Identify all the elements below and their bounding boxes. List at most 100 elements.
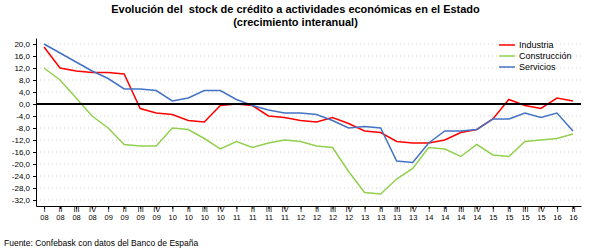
tick-label: III09	[137, 205, 145, 222]
tick: I12	[297, 205, 305, 222]
chart: Evolución del stock de crédito a activid…	[0, 0, 591, 250]
tick-label: -8,0	[16, 124, 30, 133]
tick-label: I09	[104, 205, 112, 222]
tick-label: IV09	[153, 205, 161, 222]
tick: I15	[489, 205, 497, 222]
tick: -24,0	[12, 172, 36, 181]
tick: 4,0	[19, 88, 36, 97]
tick-label: IV12	[345, 205, 353, 222]
tick-label: II16	[569, 205, 577, 222]
tick: 8,0	[19, 76, 36, 85]
legend-entry: Servicios	[499, 62, 556, 72]
tick: IV08	[88, 205, 96, 222]
tick: 12,0	[14, 64, 36, 73]
tick: -12,0	[12, 136, 36, 145]
tick-label: -20,0	[12, 160, 31, 169]
tick: II14	[441, 205, 449, 222]
tick: IV14	[473, 205, 481, 222]
tick: -16,0	[12, 148, 36, 157]
legend-label: Construcción	[519, 51, 572, 61]
tick: -32,0	[12, 196, 36, 205]
tick: III11	[265, 205, 273, 222]
grid-line	[36, 128, 581, 129]
grid-line	[36, 188, 581, 189]
tick-label: II09	[120, 205, 128, 222]
tick-label: -16,0	[12, 148, 31, 157]
tick-mark	[33, 188, 36, 189]
tick-label: III10	[201, 205, 209, 222]
tick-label: -12,0	[12, 136, 31, 145]
plot-area	[44, 44, 573, 194]
tick: II11	[249, 205, 257, 222]
tick-label: II15	[505, 205, 513, 222]
tick-mark	[33, 44, 36, 45]
legend-swatch	[499, 55, 515, 57]
tick: I10	[169, 205, 177, 222]
tick-label: II14	[441, 205, 449, 222]
tick-label: 20,0	[14, 40, 30, 49]
tick-label: I16	[553, 205, 561, 222]
tick-label: -24,0	[12, 172, 31, 181]
legend-swatch	[499, 44, 515, 46]
grid-line	[36, 44, 581, 45]
tick: -4,0	[16, 112, 36, 121]
tick: III14	[457, 205, 465, 222]
tick: IV09	[153, 205, 161, 222]
tick: II10	[185, 205, 193, 222]
tick-label: II13	[377, 205, 385, 222]
tick-label: III12	[329, 205, 337, 222]
tick-label: IV10	[217, 205, 225, 222]
tick: I09	[104, 205, 112, 222]
tick: II13	[377, 205, 385, 222]
tick-mark	[33, 68, 36, 69]
grid-line	[36, 152, 581, 153]
tick: 20,0	[14, 40, 36, 49]
x-axis: I08II08III08IV08I09II09III09IV09I10II10I…	[37, 205, 582, 222]
tick: III09	[137, 205, 145, 222]
grid-line	[36, 116, 581, 117]
tick-label: II11	[249, 205, 257, 222]
grid-line	[36, 92, 581, 93]
tick-label: III08	[72, 205, 80, 222]
tick: III15	[521, 205, 529, 222]
y-axis: 20,016,012,08,04,00,0-4,0-8,0-12,0-16,0-…	[12, 39, 37, 207]
grid-line	[36, 140, 581, 141]
tick-label: -4,0	[16, 112, 30, 121]
tick: II08	[56, 205, 64, 222]
tick-mark	[33, 140, 36, 141]
title: Evolución del stock de crédito a activid…	[111, 3, 480, 28]
series-line	[44, 47, 573, 143]
tick: I13	[361, 205, 369, 222]
tick: IV13	[409, 205, 417, 222]
tick-label: IV08	[88, 205, 96, 222]
tick-mark	[33, 164, 36, 165]
tick-label: IV11	[281, 205, 289, 222]
tick-label: 0,0	[19, 100, 31, 109]
tick-label: I15	[489, 205, 497, 222]
legend-label: Servicios	[519, 62, 556, 72]
grid-line	[36, 200, 581, 201]
tick-label: I10	[169, 205, 177, 222]
tick: III08	[72, 205, 80, 222]
tick-label: 8,0	[19, 76, 31, 85]
tick-mark	[33, 116, 36, 117]
grid-line	[36, 80, 581, 81]
tick-mark	[33, 152, 36, 153]
tick-mark	[33, 92, 36, 93]
tick-mark	[33, 200, 36, 201]
grid-line	[36, 56, 581, 57]
tick-label: -32,0	[12, 196, 31, 205]
tick-label: II10	[185, 205, 193, 222]
legend-entry: Construcción	[499, 51, 572, 61]
grid	[36, 44, 581, 200]
footnote: Fuente: Confebask con datos del Banco de…	[4, 238, 198, 248]
tick-label: III14	[457, 205, 465, 222]
tick: III13	[393, 205, 401, 222]
tick: IV15	[537, 205, 545, 222]
tick: 0,0	[19, 100, 36, 109]
legend-entry: Industria	[499, 40, 554, 50]
tick-label: IV13	[409, 205, 417, 222]
zero-line	[36, 103, 581, 105]
legend-swatch	[499, 66, 515, 68]
legend-label: Industria	[519, 40, 554, 50]
